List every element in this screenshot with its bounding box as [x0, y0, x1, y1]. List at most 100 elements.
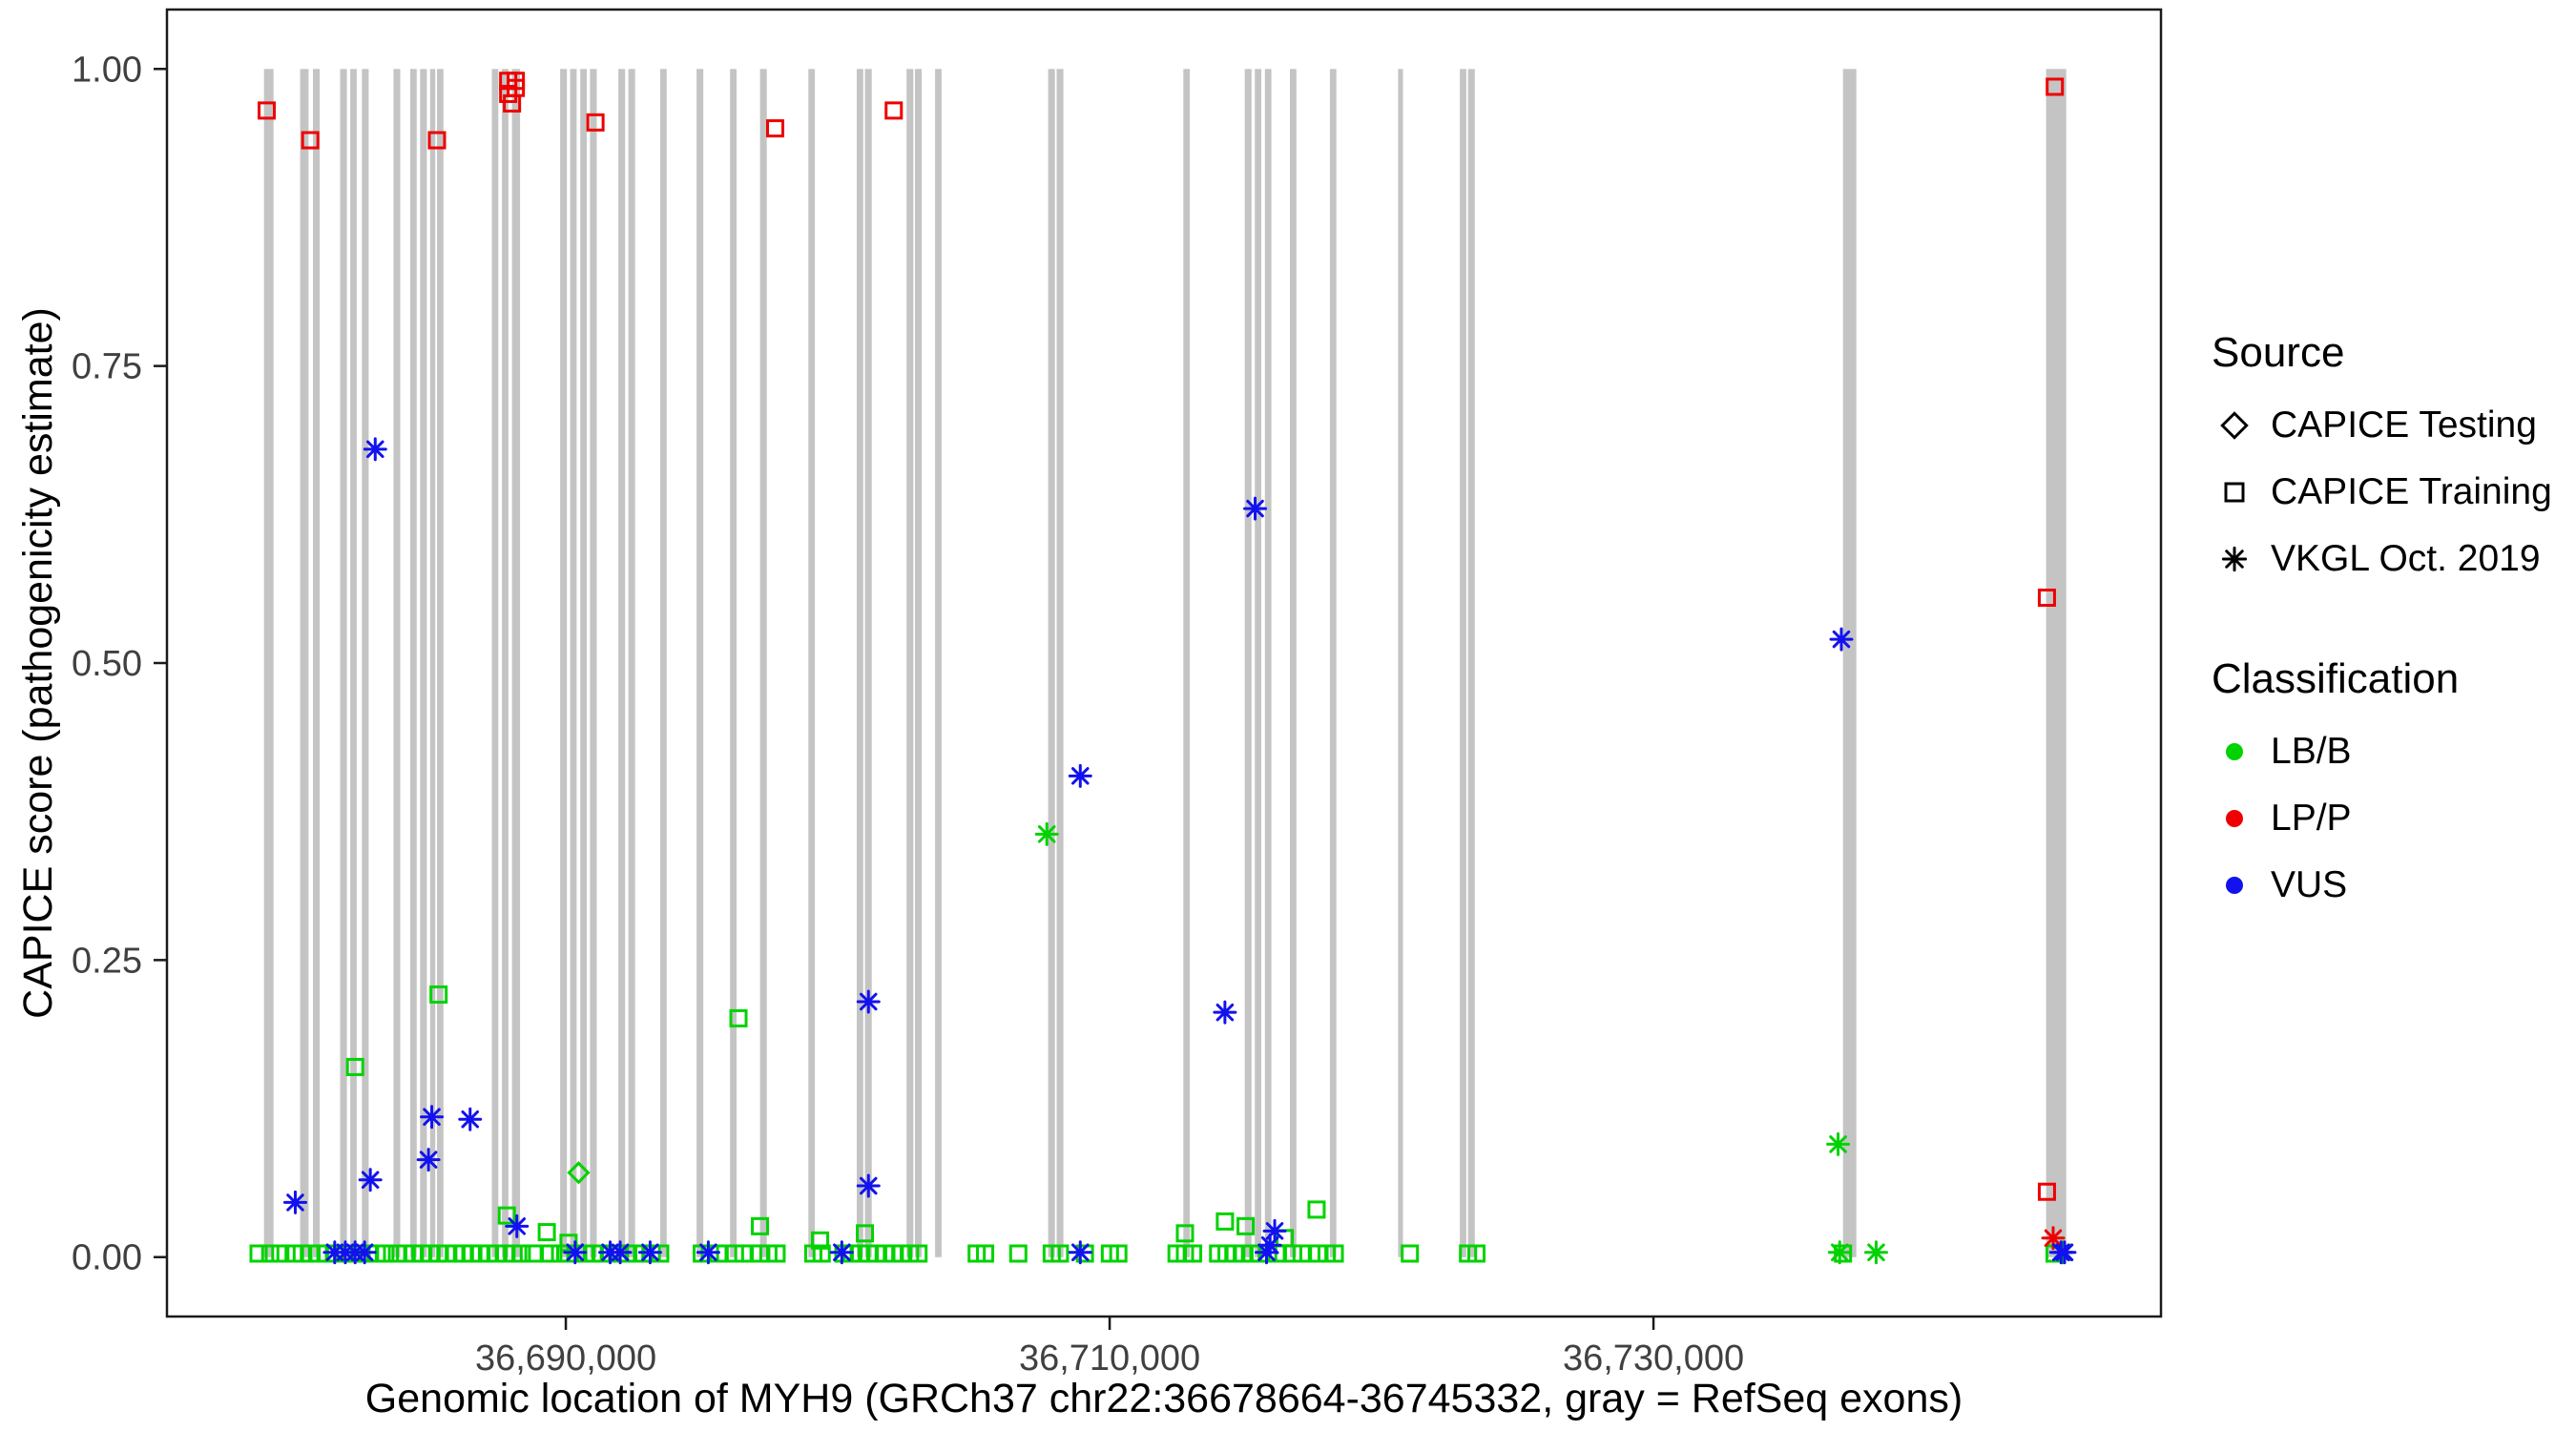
point-asterisk — [856, 1173, 881, 1198]
exon-bar — [491, 69, 499, 1257]
legend-label: CAPICE Training — [2271, 471, 2552, 512]
exon-bar — [580, 69, 587, 1257]
y-tick-label: 0.75 — [72, 347, 142, 387]
exon-bar — [362, 69, 369, 1257]
point-square — [1467, 1244, 1486, 1263]
point-square — [586, 113, 605, 132]
point-square — [1050, 1244, 1070, 1263]
point-square — [2037, 1182, 2056, 1201]
point-asterisk — [856, 989, 881, 1014]
point-square — [512, 1244, 531, 1263]
legend-label: CAPICE Testing — [2271, 404, 2537, 446]
green-dot-icon — [2226, 743, 2243, 760]
point-square — [2037, 589, 2056, 607]
point-square — [497, 1206, 516, 1225]
exon-bar — [1048, 69, 1055, 1257]
point-asterisk — [1827, 1240, 1852, 1265]
point-asterisk — [2052, 1240, 2077, 1265]
y-tick-label: 0.00 — [72, 1238, 142, 1278]
exon-bar — [628, 69, 635, 1257]
point-asterisk — [1863, 1240, 1888, 1265]
point-square — [884, 101, 904, 120]
exon-bar — [1264, 69, 1272, 1257]
exon-bar — [935, 69, 942, 1257]
point-asterisk — [1262, 1218, 1287, 1243]
point-square — [271, 1244, 290, 1263]
point-square — [2046, 77, 2065, 96]
point-asterisk — [282, 1190, 307, 1214]
legend-classification-title: Classification — [2212, 655, 2460, 702]
exon-bar — [1842, 69, 1857, 1257]
exon-bar — [1467, 69, 1475, 1257]
y-tick-label: 0.25 — [72, 941, 142, 981]
exon-bar — [300, 69, 309, 1257]
exon-bar — [906, 69, 914, 1257]
exon-bar — [1329, 69, 1337, 1257]
exon-bar — [1460, 69, 1466, 1257]
asterisk-icon — [2221, 546, 2248, 572]
point-square — [301, 131, 320, 150]
point-square — [767, 1244, 786, 1263]
exon-bar — [1244, 69, 1252, 1257]
point-square — [503, 93, 522, 113]
point-asterisk — [1257, 1233, 1282, 1257]
exon-bar — [502, 69, 509, 1257]
exon-bar — [618, 69, 626, 1257]
point-square — [751, 1216, 770, 1235]
exon-bar — [1290, 69, 1297, 1257]
point-square — [258, 101, 277, 120]
exon-bar — [511, 69, 521, 1257]
point-square — [811, 1231, 830, 1250]
exon-bar — [1183, 69, 1191, 1257]
exon-bar — [350, 69, 357, 1257]
exon-bar — [420, 69, 427, 1257]
point-square — [537, 1223, 556, 1242]
exon-bar — [730, 69, 737, 1257]
legend: Source CAPICE Testing CAPICE Training — [2212, 329, 2576, 919]
point-asterisk — [637, 1240, 662, 1265]
exon-bar — [1255, 69, 1261, 1257]
point-square — [766, 119, 785, 138]
point-square — [427, 131, 447, 150]
exon-bar — [560, 69, 568, 1257]
legend-label: VUS — [2271, 864, 2348, 905]
exon-bar — [759, 69, 767, 1257]
point-asterisk — [608, 1240, 633, 1265]
x-axis-title: Genomic location of MYH9 (GRCh37 chr22:3… — [364, 1376, 1963, 1421]
point-square — [1236, 1216, 1256, 1235]
exon-bar — [660, 69, 667, 1257]
point-asterisk — [563, 1240, 588, 1265]
exon-bar — [808, 69, 816, 1257]
x-tick-label: 36,690,000 — [475, 1338, 656, 1379]
legend-source-title: Source — [2212, 329, 2345, 376]
point-asterisk — [829, 1240, 854, 1265]
exon-bar — [263, 69, 274, 1257]
point-asterisk — [1829, 627, 1854, 652]
point-square — [729, 1008, 748, 1027]
point-asterisk — [363, 437, 387, 462]
exon-bar — [570, 69, 577, 1257]
square-icon — [2224, 482, 2245, 503]
point-square — [260, 1244, 280, 1263]
exon-bar — [340, 69, 347, 1257]
point-diamond — [567, 1161, 591, 1185]
point-asterisk — [1034, 821, 1059, 846]
point-asterisk — [696, 1240, 720, 1265]
legend-item-lpp: LP/P — [2212, 785, 2576, 852]
point-square — [856, 1224, 875, 1243]
point-asterisk — [1826, 1131, 1851, 1156]
exon-bar — [857, 69, 863, 1257]
point-asterisk — [1068, 1240, 1092, 1265]
legend-label: LB/B — [2271, 731, 2352, 772]
exon-bar — [864, 69, 872, 1257]
legend-item-lbb: LB/B — [2212, 718, 2576, 785]
diamond-icon — [2220, 411, 2249, 440]
point-square — [345, 1057, 364, 1076]
exon-bar — [696, 69, 704, 1257]
exon-bar — [429, 69, 436, 1257]
exon-bar — [1056, 69, 1064, 1257]
legend-item-vkgl: VKGL Oct. 2019 — [2212, 526, 2576, 592]
point-square — [812, 1244, 831, 1263]
point-asterisk — [420, 1105, 445, 1130]
red-dot-icon — [2226, 810, 2243, 827]
